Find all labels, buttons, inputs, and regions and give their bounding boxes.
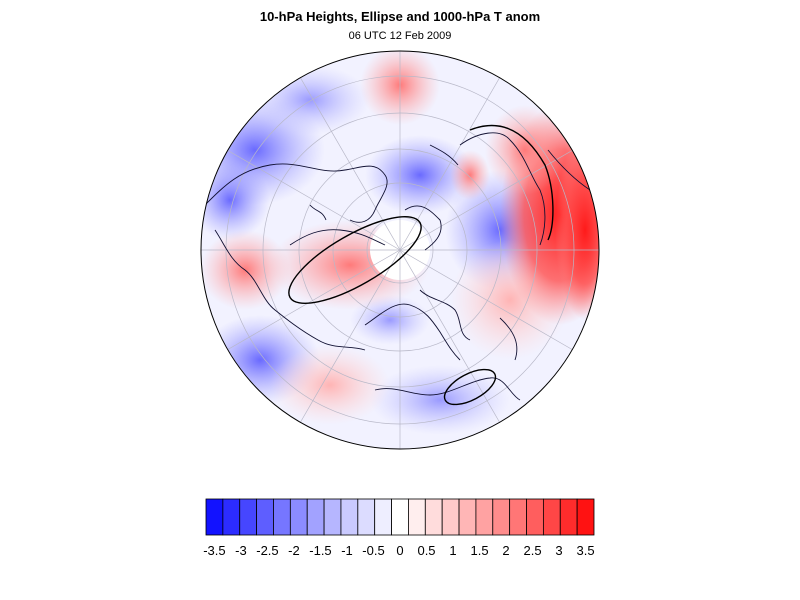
colorbar-box [357, 498, 376, 536]
colorbar-box [374, 498, 392, 536]
colorbar-box [475, 498, 494, 536]
colorbar-tick-label: 3.5 [576, 543, 595, 558]
colorbar-box [559, 498, 578, 536]
colorbar-box [323, 498, 342, 536]
colorbar-box [391, 498, 409, 536]
colorbar-box [306, 498, 325, 536]
colorbar-box [408, 498, 426, 536]
colorbar-tick-label: 1.5 [470, 543, 489, 558]
colorbar-tick-label: 0.5 [417, 543, 436, 558]
colorbar-tick-label: 2 [502, 543, 510, 558]
colorbar-tick-label: -1.5 [309, 543, 332, 558]
graticule [201, 51, 599, 449]
colorbar-box [526, 498, 544, 536]
map-border [200, 50, 600, 450]
colorbar-box [340, 498, 359, 536]
colorbar-box [441, 498, 460, 536]
colorbar-box [289, 498, 308, 536]
vortex-ellipses [288, 124, 554, 406]
coastlines [204, 132, 591, 401]
colorbar-tick-labels: -3.5 -3 -2.5 -2 -1.5 -1 -0.5 0 0.5 1 1.5… [0, 543, 800, 563]
colorbar-tick-label: -3.5 [203, 543, 226, 558]
colorbar-box [424, 498, 443, 536]
colorbar-box [205, 498, 224, 536]
colorbar-box [273, 498, 291, 536]
colorbar-box [492, 498, 511, 536]
colorbar-tick-label: 0 [396, 543, 404, 558]
temperature-anomaly-field [201, 51, 599, 449]
colorbar-box [542, 498, 561, 536]
colorbar-box [239, 498, 258, 536]
colorbar-box [222, 498, 241, 536]
colorbar-tick-label: -0.5 [362, 543, 385, 558]
colorbar-tick-label: -1 [341, 543, 353, 558]
colorbar-box [458, 498, 477, 536]
colorbar-tick-label: -2 [288, 543, 300, 558]
chart-subtitle: 06 UTC 12 Feb 2009 [348, 30, 452, 42]
colorbar-tick-label: 3 [555, 543, 563, 558]
chart-title: 10-hPa Heights, Ellipse and 1000-hPa T a… [259, 9, 541, 24]
colorbar-box [509, 498, 527, 536]
colorbar-tick-label: -3 [235, 543, 247, 558]
colorbar-tick-label: -2.5 [256, 543, 279, 558]
colorbar-box [576, 498, 595, 536]
colorbar [205, 498, 595, 536]
colorbar-tick-label: 2.5 [523, 543, 542, 558]
colorbar-box [256, 498, 274, 536]
colorbar-tick-label: 1 [449, 543, 457, 558]
